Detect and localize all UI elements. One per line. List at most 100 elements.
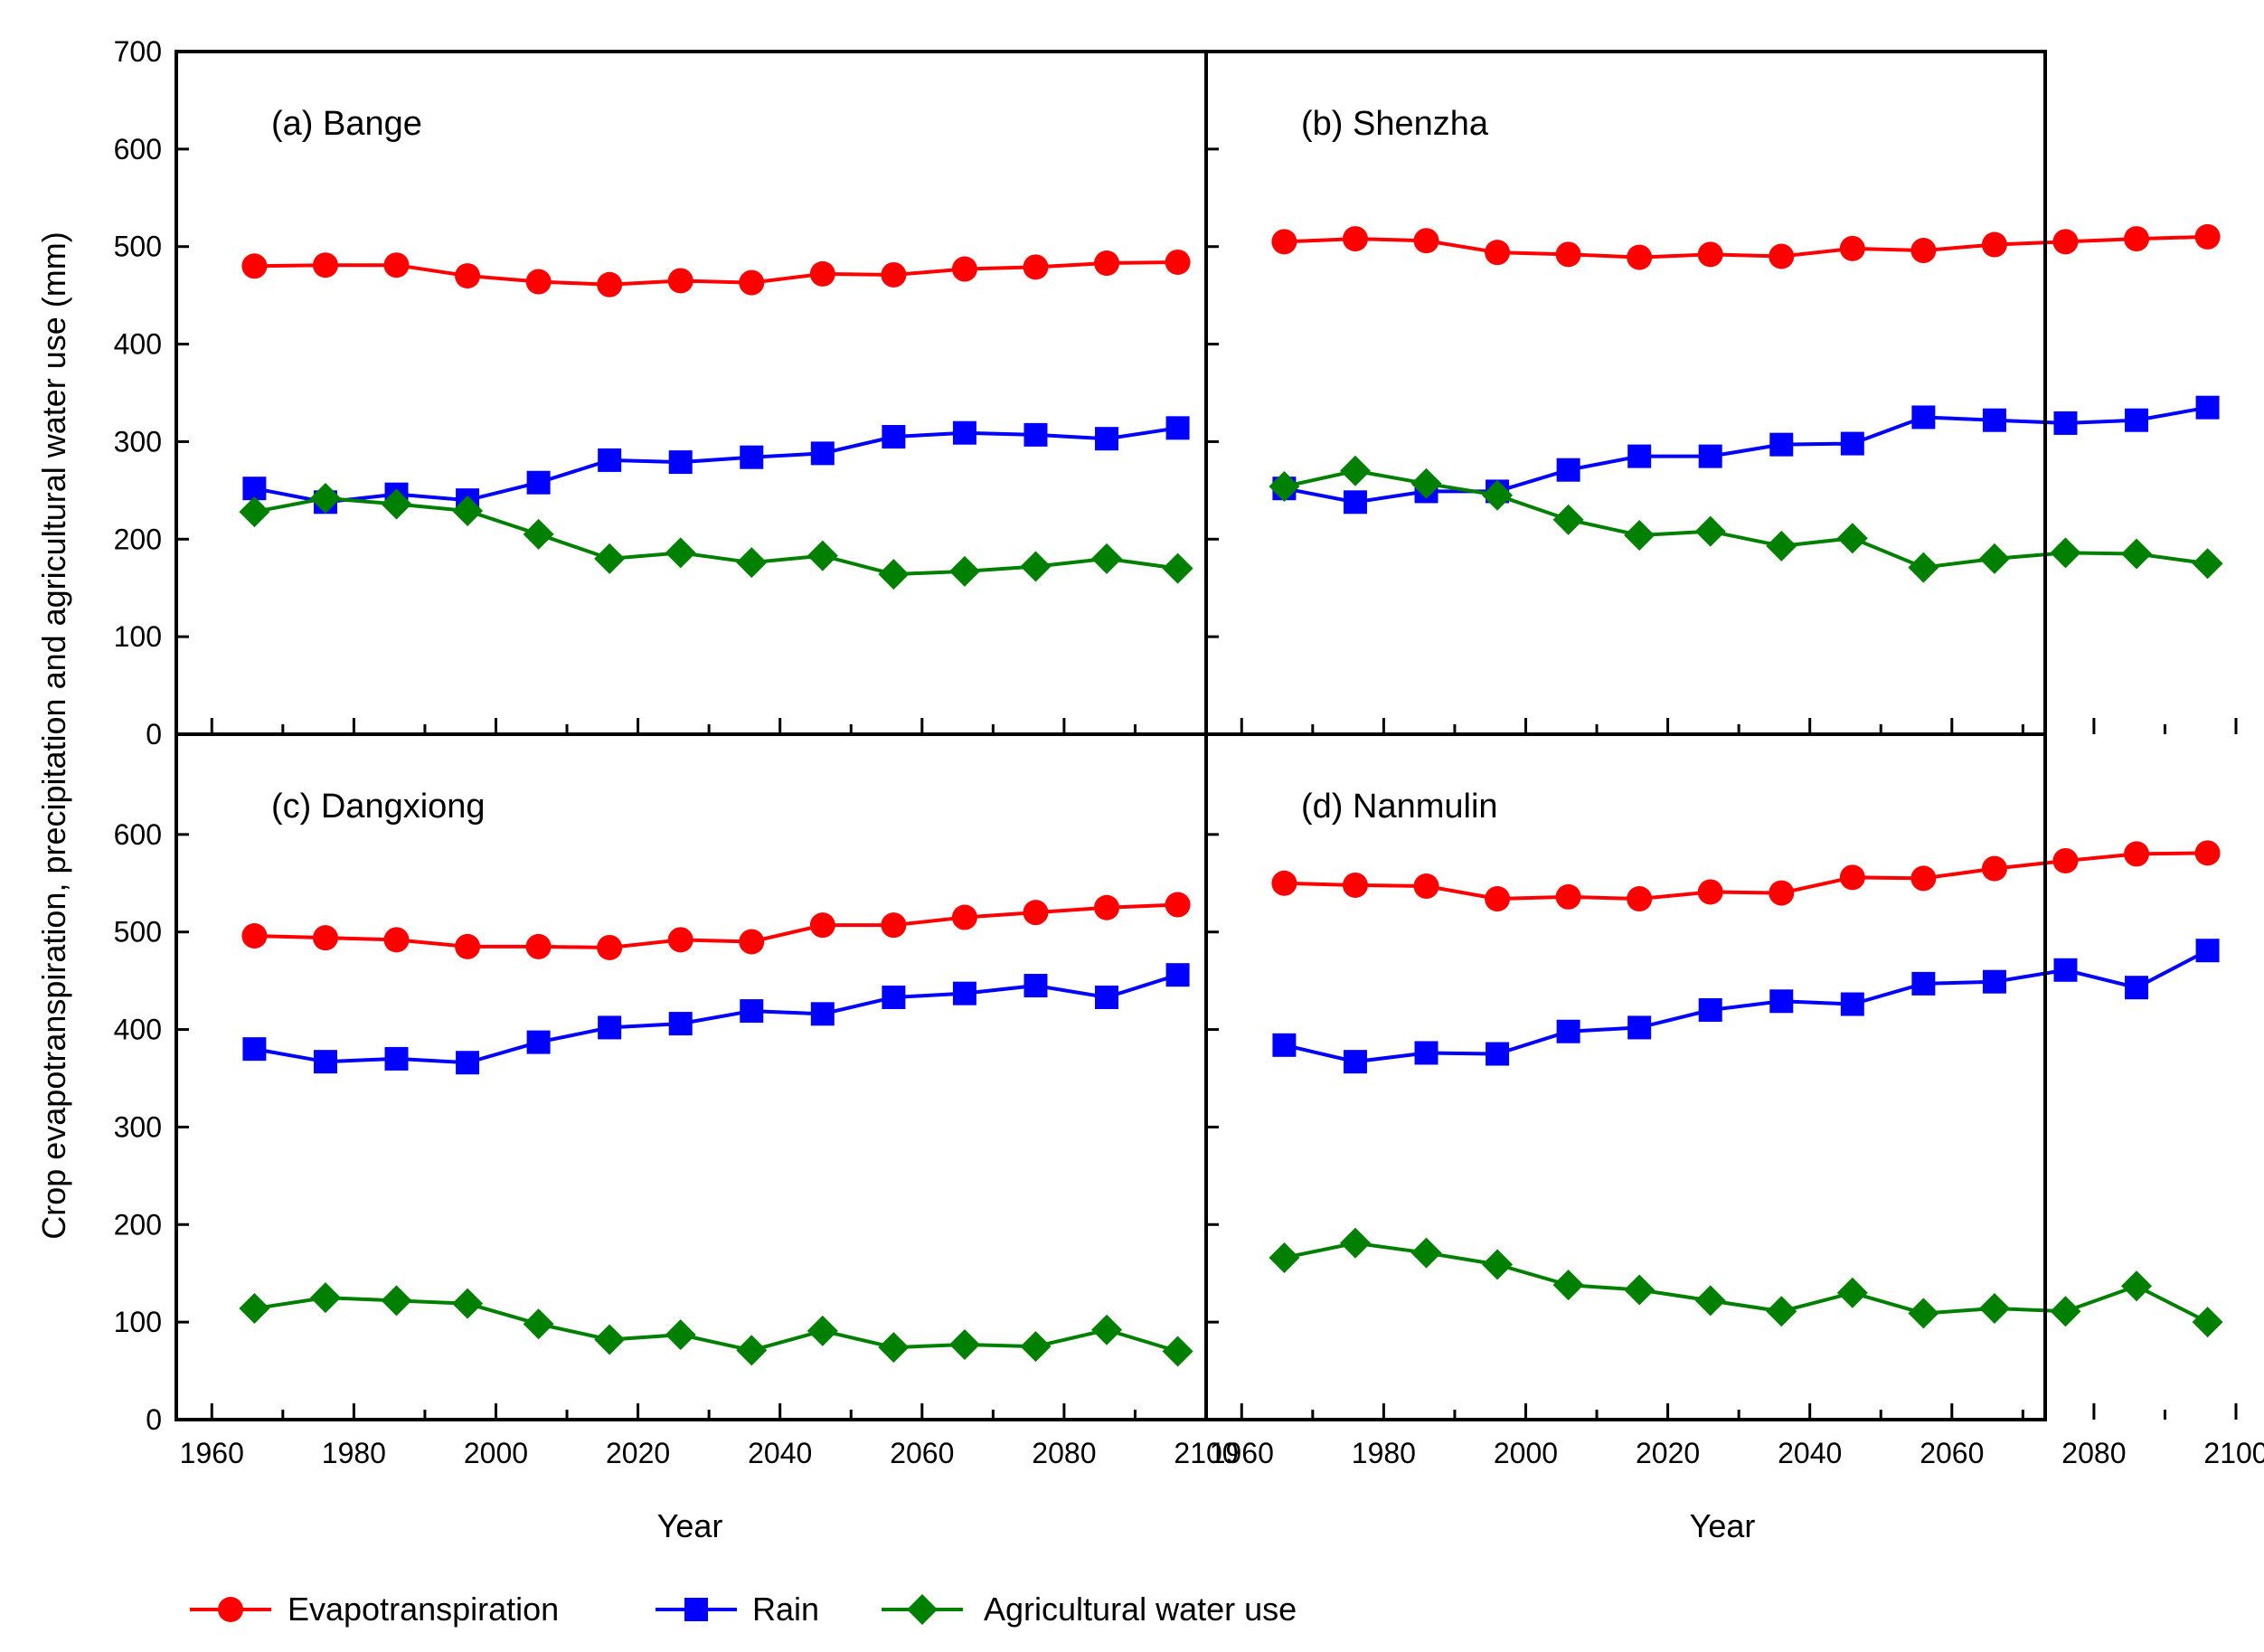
data-point	[242, 1037, 267, 1062]
data-point	[2052, 847, 2079, 873]
x-tick-label: 2040	[748, 1437, 812, 1469]
data-point	[1697, 241, 1723, 268]
x-tick-label: 2060	[1920, 1437, 1984, 1469]
data-point	[1271, 870, 1297, 896]
panel-1: (a) Bange	[239, 105, 1193, 590]
data-point	[312, 925, 338, 951]
data-point	[309, 482, 341, 514]
series-line	[1284, 405, 2208, 505]
data-point	[1978, 543, 2010, 574]
data-point	[1839, 864, 1865, 891]
data-point	[452, 496, 484, 527]
data-point	[1698, 444, 1722, 468]
legend-entry: Evapotranspiration	[190, 1591, 559, 1628]
panel-title: (c) Dangxiong	[271, 788, 486, 826]
data-point	[882, 425, 906, 449]
data-point	[241, 923, 268, 949]
y-tick-label: 700	[114, 35, 162, 68]
data-point	[881, 261, 907, 288]
data-point	[1908, 1298, 1939, 1329]
data-point	[2050, 537, 2081, 569]
data-point	[526, 470, 551, 495]
data-point	[309, 1282, 341, 1314]
series-rain	[242, 416, 1190, 514]
data-point	[810, 441, 835, 466]
data-point	[665, 1319, 696, 1351]
data-point	[948, 1328, 980, 1360]
data-point	[2050, 1296, 2081, 1327]
data-point	[239, 1293, 270, 1325]
data-point	[809, 912, 835, 939]
data-point	[1624, 519, 1656, 551]
data-point	[525, 269, 552, 295]
series-evapotranspiration	[1271, 223, 2221, 270]
data-point	[948, 555, 980, 587]
data-point	[1486, 1042, 1510, 1066]
series-rain	[1272, 395, 2220, 514]
panel-title: (a) Bange	[271, 105, 422, 143]
data-point	[1024, 422, 1048, 447]
data-point	[1342, 872, 1368, 898]
panels-group: (a) Bange (b) Shenzha (c) Dangxiong (d) Nan…	[239, 105, 2223, 1367]
legend-entry: Rain	[656, 1591, 819, 1628]
data-point	[598, 1015, 622, 1040]
panel-2: (b) Shenzha	[1269, 105, 2223, 583]
data-point	[1982, 408, 2006, 432]
data-point	[1165, 892, 1191, 918]
panel-title: (b) Shenzha	[1301, 105, 1489, 143]
data-point	[2195, 939, 2220, 963]
data-point	[951, 904, 977, 930]
data-point	[878, 559, 910, 590]
data-point	[1094, 250, 1120, 277]
data-point	[1162, 552, 1193, 584]
data-point	[668, 1012, 693, 1036]
x-tick-label: 1980	[1352, 1437, 1416, 1469]
series-evapotranspiration	[241, 892, 1191, 960]
data-point	[239, 496, 270, 528]
y-tick-label: 300	[114, 425, 162, 458]
legend-label: Rain	[752, 1591, 819, 1628]
data-point	[2125, 408, 2149, 432]
data-point	[1410, 467, 1442, 499]
data-point	[1766, 1296, 1797, 1327]
y-tick-label: 600	[114, 133, 162, 165]
data-point	[810, 1002, 835, 1026]
series-agricultural-water-use	[1269, 455, 2223, 583]
data-point	[2124, 841, 2150, 867]
data-point	[1769, 243, 1795, 269]
x-tick-label: 2020	[606, 1437, 670, 1469]
data-point	[2124, 226, 2150, 252]
data-point	[1627, 1015, 1652, 1040]
data-point	[1410, 1237, 1442, 1269]
data-point	[1414, 1041, 1439, 1065]
data-point	[736, 547, 768, 579]
y-tick-label: 100	[114, 620, 162, 653]
legend-label: Evapotranspiration	[288, 1591, 559, 1628]
data-point	[881, 912, 907, 939]
x-tick-label: 2100	[1174, 1437, 1238, 1469]
data-point	[1342, 226, 1368, 252]
data-point	[1024, 974, 1048, 998]
panel-title: (d) Nanmulin	[1301, 788, 1498, 826]
data-point	[2053, 958, 2078, 982]
x-tick-label: 2020	[1636, 1437, 1700, 1469]
x-axis-label-left: Year	[657, 1507, 723, 1544]
data-point	[1095, 985, 1119, 1009]
frames-group: 0 100 200 300 400 500 600 700 0 100 200 300 400 500 60…	[114, 35, 2264, 1469]
data-point	[452, 1288, 484, 1319]
data-point	[1836, 1277, 1868, 1308]
y-tick-label: 500	[114, 231, 162, 263]
data-point	[1908, 552, 1939, 583]
y-tick-label: 200	[114, 1208, 162, 1241]
data-point	[1552, 504, 1584, 535]
data-point	[667, 927, 693, 953]
series-agricultural-water-use	[239, 1282, 1193, 1367]
data-point	[1556, 1019, 1580, 1043]
data-point	[1339, 1227, 1371, 1259]
data-point	[1840, 992, 1864, 1016]
y-axis-label: Crop evapotranspiration, precipitation a…	[35, 231, 72, 1240]
y-tick-label: 100	[114, 1306, 162, 1338]
data-point	[1627, 244, 1653, 270]
data-point	[313, 1050, 337, 1074]
